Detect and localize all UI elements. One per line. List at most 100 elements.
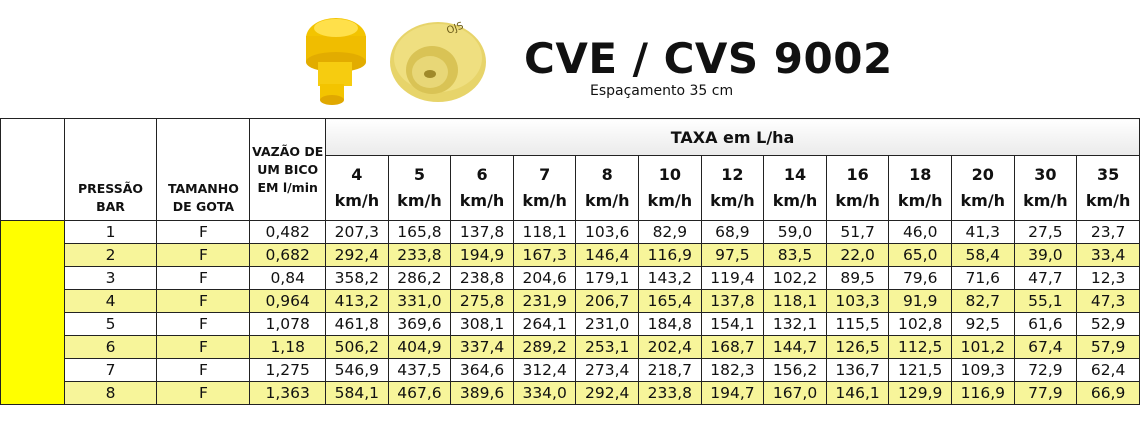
rate-cell: 116,9 xyxy=(638,243,702,267)
rate-cell: 119,4 xyxy=(700,266,765,290)
nozzle-pale-icon: OJS xyxy=(390,21,486,102)
rate-cell: 72,9 xyxy=(1013,358,1078,382)
rate-cell: 112,5 xyxy=(888,335,952,359)
flow-rate-cell: 0,964 xyxy=(249,289,327,313)
rate-cell: 165,4 xyxy=(638,289,702,313)
rate-cell: 194,9 xyxy=(450,243,514,267)
rate-cell: 68,9 xyxy=(700,220,765,244)
speed-unit: km/h xyxy=(1085,191,1131,210)
page-subtitle: Espaçamento 35 cm xyxy=(590,83,734,99)
rate-cell: 312,4 xyxy=(512,358,577,382)
rate-cell: 275,8 xyxy=(450,289,514,313)
rate-cell: 71,6 xyxy=(951,266,1015,290)
table-row: 7 F 1,275 546,9 437,5 364,6 312,4 273,4 218,7 182… xyxy=(1,358,1140,382)
speed-unit: km/h xyxy=(334,191,380,210)
rate-cell: 289,2 xyxy=(512,335,577,359)
rate-cell: 129,9 xyxy=(888,381,952,405)
rate-cell: 461,8 xyxy=(325,312,389,336)
rate-cell: 167,3 xyxy=(512,243,577,267)
rate-cell: 218,7 xyxy=(638,358,702,382)
rate-cell: 358,2 xyxy=(325,266,389,290)
speed-unit: km/h xyxy=(459,191,505,210)
flow-rate-header: VAZÃO DE UM BICO EM l/min xyxy=(249,118,327,221)
rate-table-body: 1 F 0,482 207,3 165,8 137,8 118,1 103,6 82,9 68,9… xyxy=(0,220,1140,405)
rate-cell: 82,7 xyxy=(951,289,1015,313)
color-key-header xyxy=(0,118,65,221)
rate-cell: 136,7 xyxy=(825,358,890,382)
rate-cell: 101,2 xyxy=(951,335,1015,359)
speed-unit: km/h xyxy=(1023,191,1068,210)
rate-cell: 103,6 xyxy=(575,220,640,244)
rate-cell: 103,3 xyxy=(825,289,890,313)
rate-cell: 273,4 xyxy=(575,358,640,382)
droplet-size-cell: F xyxy=(156,358,251,382)
flow-rate-cell: 1,275 xyxy=(249,358,327,382)
speed-header: 18 km/h xyxy=(888,155,952,221)
rate-cell: 137,8 xyxy=(450,220,514,244)
droplet-size-cell: F xyxy=(156,335,251,359)
rate-cell: 194,7 xyxy=(700,381,765,405)
pressure-cell: 2 xyxy=(63,243,158,267)
rate-cell: 264,1 xyxy=(512,312,577,336)
rate-cell: 182,3 xyxy=(700,358,765,382)
rate-cell: 238,8 xyxy=(450,266,514,290)
rate-cell: 118,1 xyxy=(763,289,827,313)
speed-value: 20 xyxy=(971,165,994,184)
speed-unit: km/h xyxy=(522,191,567,210)
rate-cell: 389,6 xyxy=(450,381,514,405)
rate-cell: 97,5 xyxy=(700,243,765,267)
pressure-cell: 8 xyxy=(63,381,158,405)
rate-cell: 58,4 xyxy=(951,243,1015,267)
speed-header-row: 4 km/h 5 km/h 6 km/h 7 km/h 8 km/h 10 km/h 12 km/h 14 k… xyxy=(1,155,1140,221)
rate-cell: 292,4 xyxy=(575,381,640,405)
rate-cell: 121,5 xyxy=(888,358,952,382)
speed-header: 8 km/h xyxy=(575,155,640,221)
rate-cell: 546,9 xyxy=(325,358,389,382)
rate-cell: 165,8 xyxy=(387,220,452,244)
rate-cell: 62,4 xyxy=(1076,358,1140,382)
speed-value: 35 xyxy=(1096,165,1120,184)
pressure-cell: 7 xyxy=(63,358,158,382)
speed-value: 6 xyxy=(476,165,488,184)
rate-cell: 331,0 xyxy=(387,289,452,313)
rate-cell: 22,0 xyxy=(825,243,890,267)
rate-cell: 47,7 xyxy=(1013,266,1078,290)
pressure-header: PRESSÃO BAR xyxy=(63,118,158,221)
rate-cell: 115,5 xyxy=(825,312,890,336)
rate-cell: 156,2 xyxy=(763,358,827,382)
speed-header: 6 km/h xyxy=(450,155,514,221)
speed-value: 14 xyxy=(783,165,807,184)
rate-cell: 467,6 xyxy=(387,381,452,405)
rate-cell: 132,1 xyxy=(763,312,827,336)
rate-cell: 118,1 xyxy=(512,220,577,244)
speed-unit: km/h xyxy=(647,191,693,210)
speed-value: 10 xyxy=(658,165,681,184)
speed-unit: km/h xyxy=(897,191,943,210)
flow-rate-cell: 0,84 xyxy=(249,266,327,290)
speed-unit: km/h xyxy=(835,191,880,210)
rate-cell: 146,4 xyxy=(575,243,640,267)
rate-cell: 65,0 xyxy=(888,243,952,267)
rate-cell: 154,1 xyxy=(700,312,765,336)
table-row: 5 F 1,078 461,8 369,6 308,1 264,1 231,0 184,8 154… xyxy=(1,312,1140,336)
rate-table: PRESSÃO BAR TAMANHO DE GOTA VAZÃO DE UM … xyxy=(0,118,1140,405)
table-row: 1 F 0,482 207,3 165,8 137,8 118,1 103,6 82,9 68,9… xyxy=(0,220,1140,405)
rate-cell: 52,9 xyxy=(1076,312,1140,336)
rate-cell: 144,7 xyxy=(763,335,827,359)
rate-cell: 33,4 xyxy=(1076,243,1140,267)
rate-cell: 437,5 xyxy=(387,358,452,382)
rate-cell: 82,9 xyxy=(638,220,702,244)
rate-cell: 184,8 xyxy=(638,312,702,336)
rate-cell: 79,6 xyxy=(888,266,952,290)
rate-cell: 168,7 xyxy=(700,335,765,359)
pressure-cell: 3 xyxy=(63,266,158,290)
speed-header: 4 km/h xyxy=(325,155,389,221)
rate-cell: 308,1 xyxy=(450,312,514,336)
rate-cell: 253,1 xyxy=(575,335,640,359)
page-title: CVE / CVS 9002 xyxy=(524,34,893,83)
flow-rate-cell: 1,18 xyxy=(249,335,327,359)
speed-value: 7 xyxy=(539,165,551,184)
rate-cell: 23,7 xyxy=(1076,220,1140,244)
rate-cell: 207,3 xyxy=(325,220,389,244)
speed-value: 30 xyxy=(1034,165,1057,184)
